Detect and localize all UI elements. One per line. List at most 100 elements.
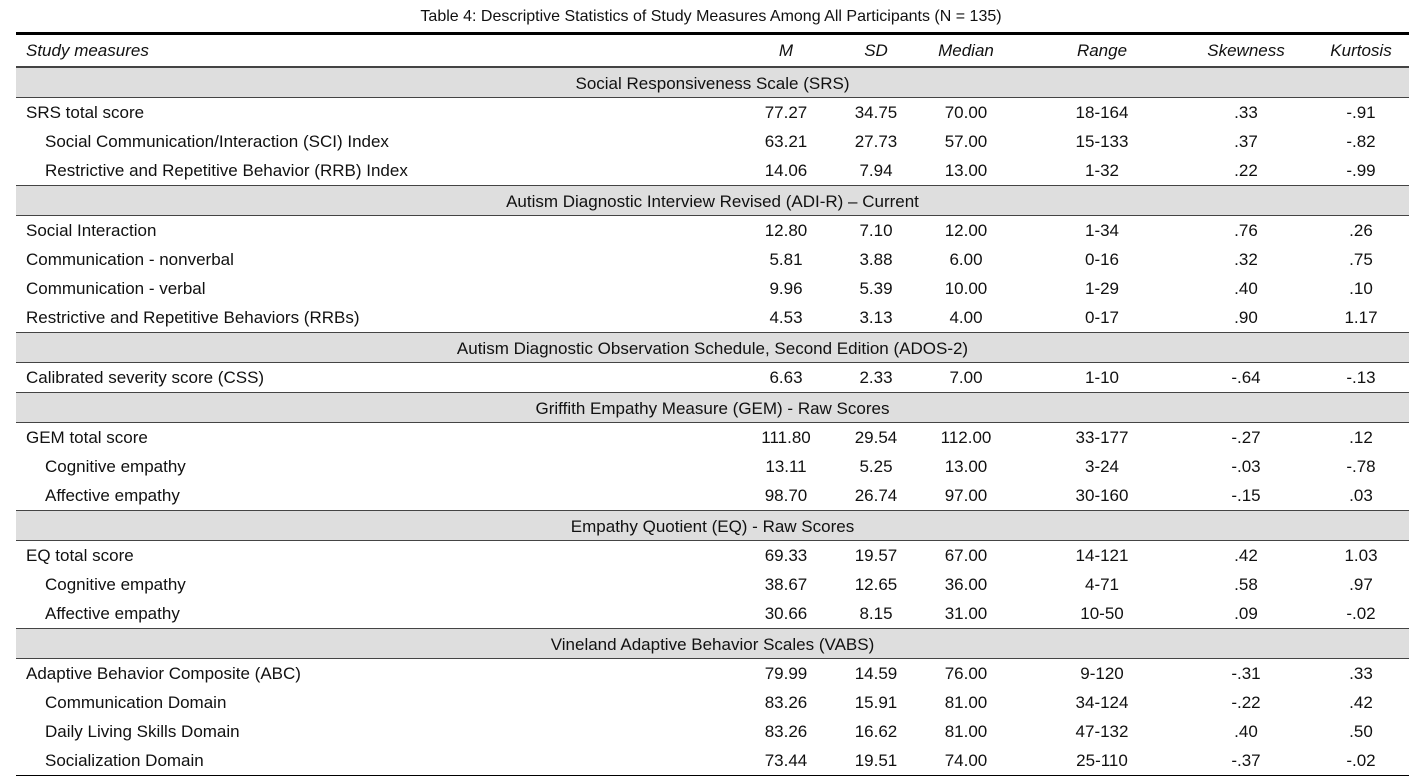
cell-median: 97.00 xyxy=(944,486,988,505)
cell-range: 47-132 xyxy=(1075,722,1129,741)
section-header: Autism Diagnostic Interview Revised (ADI… xyxy=(16,185,1409,216)
cell-measure-name: Restrictive and Repetitive Behavior (RRB… xyxy=(45,161,408,180)
cell-kurtosis: -.02 xyxy=(1346,604,1376,623)
cell-kurtosis: -.13 xyxy=(1346,368,1376,387)
cell-median: 67.00 xyxy=(944,546,988,565)
cell-median: 6.00 xyxy=(949,250,983,269)
table-row: Communication - verbal 9.96 5.39 10.00 1-29.… xyxy=(16,274,1409,303)
cell-measure-name: Cognitive empathy xyxy=(45,575,186,594)
cell-kurtosis: -.02 xyxy=(1346,751,1376,770)
cell-kurtosis: -.99 xyxy=(1346,161,1376,180)
cell-median: 7.00 xyxy=(949,368,983,387)
cell-range: 10-50 xyxy=(1080,604,1124,623)
cell-kurtosis: .97 xyxy=(1349,575,1373,594)
cell-skewness: -.03 xyxy=(1231,457,1261,476)
table-row: Adaptive Behavior Composite (ABC) 79.99 14… xyxy=(16,659,1409,688)
cell-sd: 3.88 xyxy=(859,250,893,269)
cell-measure-name: Communication Domain xyxy=(45,693,227,712)
section-header: Griffith Empathy Measure (GEM) - Raw Sco… xyxy=(16,392,1409,423)
cell-range: 14-121 xyxy=(1075,546,1129,565)
cell-mean: 9.96 xyxy=(769,279,803,298)
cell-sd: 5.25 xyxy=(859,457,893,476)
header-kurtosis: Kurtosis xyxy=(1330,41,1392,60)
cell-mean: 6.63 xyxy=(769,368,803,387)
cell-median: 10.00 xyxy=(944,279,988,298)
cell-sd: 19.57 xyxy=(854,546,898,565)
table-row: Restrictive and Repetitive Behavior (RRB… xyxy=(16,156,1409,185)
cell-range: 15-133 xyxy=(1075,132,1129,151)
table-row: GEM total score 111.80 29.54 112.00 33-177 -.… xyxy=(16,423,1409,452)
cell-skewness: -.64 xyxy=(1231,368,1261,387)
cell-skewness: -.27 xyxy=(1231,428,1261,447)
cell-measure-name: SRS total score xyxy=(26,103,145,122)
cell-median: 36.00 xyxy=(944,575,988,594)
cell-mean: 4.53 xyxy=(769,308,803,327)
cell-skewness: .40 xyxy=(1234,279,1258,298)
cell-skewness: .58 xyxy=(1234,575,1258,594)
cell-kurtosis: .33 xyxy=(1349,664,1373,683)
cell-sd: 14.59 xyxy=(854,664,898,683)
cell-sd: 5.39 xyxy=(859,279,893,298)
cell-measure-name: Communication - nonverbal xyxy=(26,250,234,269)
cell-range: 25-110 xyxy=(1076,751,1128,770)
header-mean: M xyxy=(778,41,794,60)
cell-measure-name: Socialization Domain xyxy=(45,751,204,770)
cell-measure-name: EQ total score xyxy=(26,546,134,565)
cell-sd: 7.10 xyxy=(859,221,893,240)
table-row: Communication Domain 83.26 15.91 81.00 34-12… xyxy=(16,688,1409,717)
cell-mean: 12.80 xyxy=(764,221,808,240)
cell-kurtosis: .26 xyxy=(1349,221,1373,240)
cell-kurtosis: -.82 xyxy=(1346,132,1376,151)
cell-skewness: -.22 xyxy=(1231,693,1261,712)
cell-sd: 26.74 xyxy=(854,486,898,505)
cell-sd: 7.94 xyxy=(859,161,893,180)
cell-mean: 83.26 xyxy=(764,693,808,712)
cell-median: 57.00 xyxy=(944,132,988,151)
cell-kurtosis: .03 xyxy=(1349,486,1373,505)
cell-median: 12.00 xyxy=(944,221,988,240)
cell-skewness: .32 xyxy=(1234,250,1258,269)
cell-skewness: .09 xyxy=(1234,604,1258,623)
cell-sd: 12.65 xyxy=(854,575,898,594)
table-row: Daily Living Skills Domain 83.26 16.62 81.0… xyxy=(16,717,1409,746)
cell-mean: 38.67 xyxy=(764,575,808,594)
cell-skewness: .33 xyxy=(1234,103,1258,122)
cell-median: 13.00 xyxy=(944,161,988,180)
cell-measure-name: Cognitive empathy xyxy=(45,457,186,476)
cell-range: 0-16 xyxy=(1084,250,1120,269)
table-body: Social Responsiveness Scale (SRS) SRS tot… xyxy=(16,67,1409,775)
cell-mean: 63.21 xyxy=(764,132,808,151)
cell-mean: 111.80 xyxy=(761,428,811,447)
cell-mean: 13.11 xyxy=(765,457,807,476)
cell-median: 4.00 xyxy=(949,308,983,327)
table-row: SRS total score 77.27 34.75 70.00 18-164 .33 -… xyxy=(16,98,1409,127)
cell-measure-name: Affective empathy xyxy=(45,604,180,623)
cell-mean: 77.27 xyxy=(764,103,808,122)
cell-skewness: -.37 xyxy=(1231,751,1261,770)
cell-range: 1-34 xyxy=(1084,221,1120,240)
section-header: Social Responsiveness Scale (SRS) xyxy=(16,67,1409,98)
cell-mean: 69.33 xyxy=(764,546,808,565)
cell-kurtosis: 1.03 xyxy=(1344,546,1378,565)
table-header-row: Study measures M SD Median Range Skewnes… xyxy=(16,35,1409,67)
cell-mean: 98.70 xyxy=(764,486,808,505)
cell-range: 1-10 xyxy=(1084,368,1120,387)
cell-kurtosis: .12 xyxy=(1349,428,1373,447)
cell-sd: 27.73 xyxy=(854,132,898,151)
section-header: Empathy Quotient (EQ) - Raw Scores xyxy=(16,510,1409,541)
cell-mean: 5.81 xyxy=(769,250,803,269)
table-row: Socialization Domain 73.44 19.51 74.00 25-11… xyxy=(16,746,1409,775)
cell-skewness: .90 xyxy=(1234,308,1258,327)
cell-median: 74.00 xyxy=(944,751,988,770)
cell-range: 1-32 xyxy=(1084,161,1120,180)
cell-measure-name: Social Communication/Interaction (SCI) I… xyxy=(45,132,389,151)
table-row: Social Interaction 12.80 7.10 12.00 1-34 .76.… xyxy=(16,216,1409,245)
cell-kurtosis: .50 xyxy=(1349,722,1373,741)
header-sd: SD xyxy=(864,41,888,60)
cell-kurtosis: .42 xyxy=(1349,693,1373,712)
cell-range: 9-120 xyxy=(1080,664,1124,683)
header-range: Range xyxy=(1076,41,1128,60)
cell-measure-name: Communication - verbal xyxy=(26,279,206,298)
cell-sd: 8.15 xyxy=(859,604,893,623)
cell-median: 112.00 xyxy=(940,428,992,447)
